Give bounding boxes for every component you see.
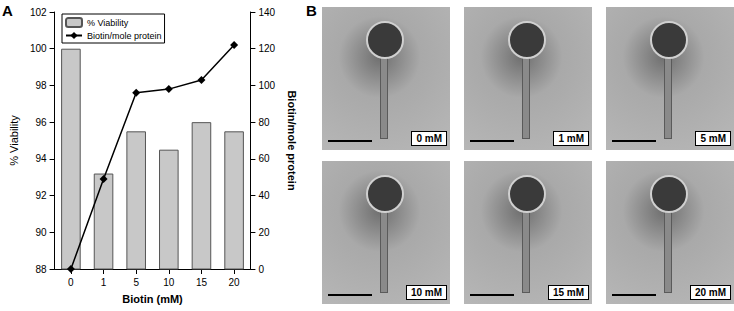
svg-text:92: 92: [35, 190, 47, 201]
svg-text:100: 100: [258, 80, 275, 91]
html-text:B: B: [306, 2, 317, 19]
svg-text:1: 1: [101, 277, 107, 288]
html-text:0 mM: 0 mM: [416, 133, 442, 144]
svg-text:40: 40: [258, 190, 270, 201]
html-text:20 mM: 20 mM: [694, 287, 726, 298]
svg-text:Biotin/mole protein: Biotin/mole protein: [286, 90, 298, 191]
svg-text:80: 80: [258, 117, 270, 128]
svg-text:Biotin/mole protein: Biotin/mole protein: [87, 31, 162, 41]
svg-text:140: 140: [258, 7, 275, 18]
html-text:A: A: [2, 2, 13, 19]
svg-text:0: 0: [258, 264, 264, 275]
svg-text:0: 0: [68, 277, 74, 288]
svg-text:60: 60: [258, 153, 270, 164]
svg-text:100: 100: [30, 43, 47, 54]
svg-text:94: 94: [35, 153, 47, 164]
html-text:5 mM: 5 mM: [700, 133, 726, 144]
svg-text:88: 88: [35, 264, 47, 275]
svg-text:96: 96: [35, 117, 47, 128]
svg-text:20: 20: [258, 227, 270, 238]
svg-text:98: 98: [35, 80, 47, 91]
svg-text:20: 20: [229, 277, 241, 288]
svg-text:90: 90: [35, 227, 47, 238]
svg-text:15: 15: [196, 277, 208, 288]
html-text:15 mM: 15 mM: [552, 287, 584, 298]
svg-text:% Viability: % Viability: [87, 18, 129, 28]
html-text:10 mM: 10 mM: [410, 287, 442, 298]
html-text:1 mM: 1 mM: [558, 133, 584, 144]
svg-text:102: 102: [30, 7, 47, 18]
svg-text:5: 5: [133, 277, 139, 288]
svg-text:% Viability: % Viability: [8, 115, 20, 166]
svg-text:120: 120: [258, 43, 275, 54]
svg-text:Biotin (mM): Biotin (mM): [122, 293, 183, 305]
svg-text:10: 10: [163, 277, 175, 288]
